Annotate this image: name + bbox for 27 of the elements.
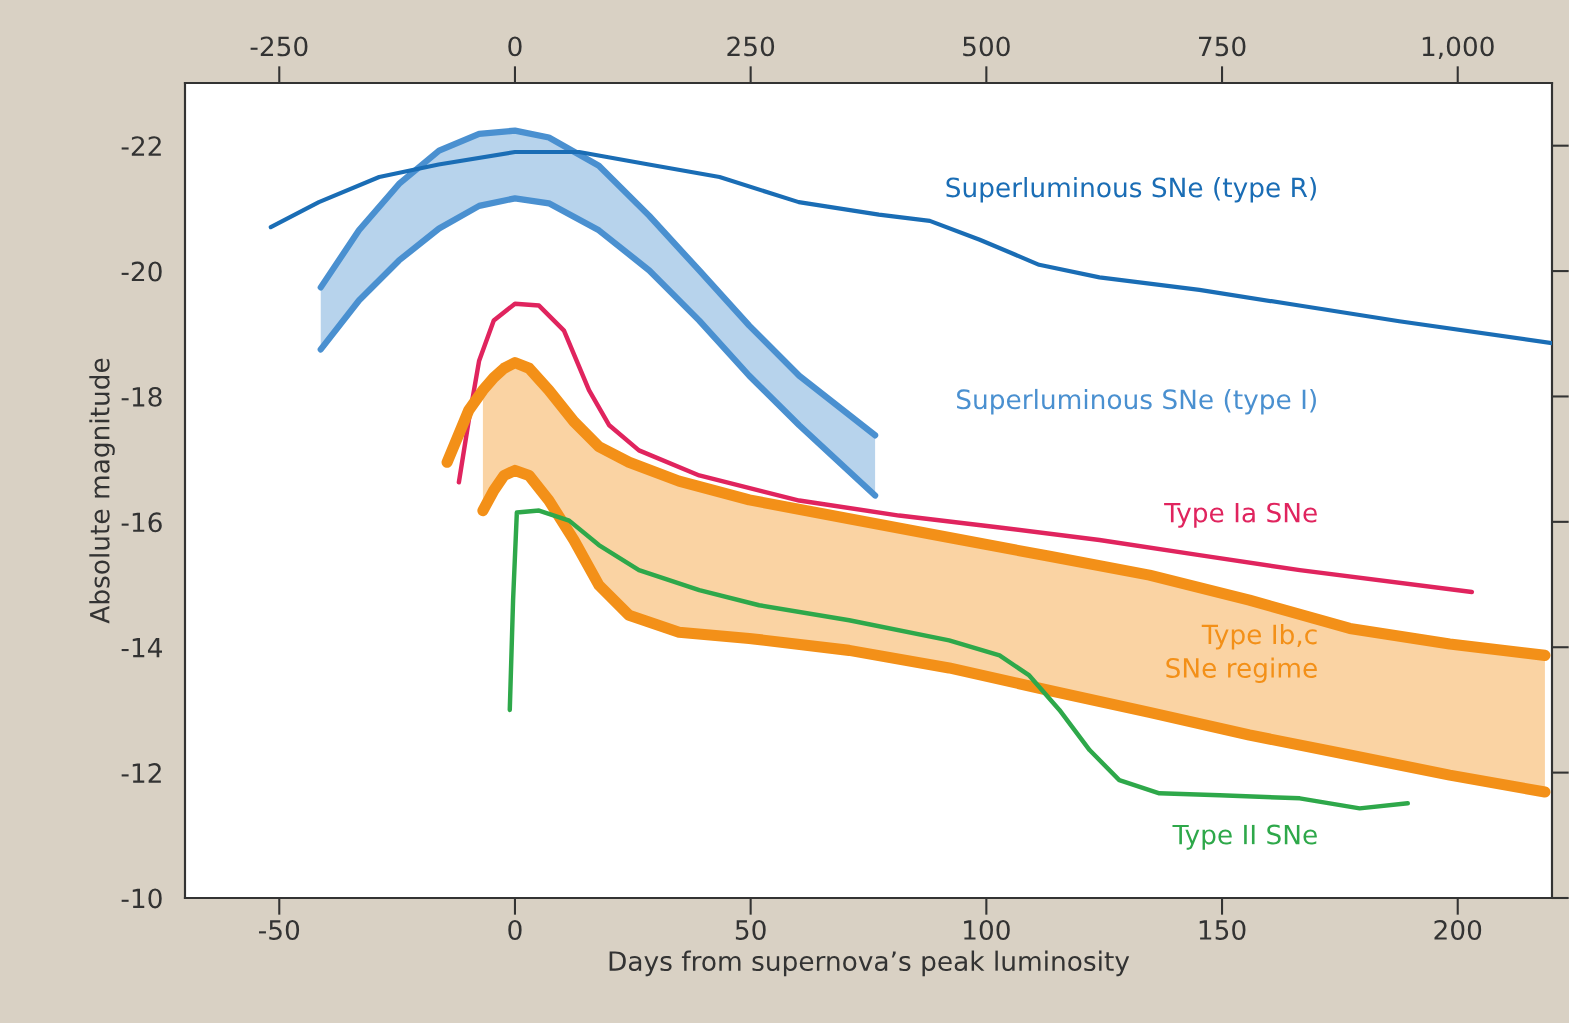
y-tick-label: -18 [121, 386, 162, 407]
y-tick-label: -22 [121, 136, 161, 156]
line-series [456, 301, 1475, 595]
x-tick-label: 50 [735, 919, 766, 940]
x2-tick-label: 0 [508, 36, 522, 57]
series-label: Type Ia SNe [1164, 502, 1317, 528]
y-tick-label: -12 [121, 763, 161, 783]
series-label: Type Ib,c SNe regime [1166, 623, 1317, 684]
y-tick-label: -20 [121, 261, 162, 282]
series-label: Superluminous SNe (type R) [946, 177, 1316, 203]
y-axis-title: Absolute magnitude [89, 358, 115, 624]
x2-tick-label: 1,000 [1422, 36, 1494, 60]
x2-tick-label: 250 [727, 36, 775, 57]
x-axis-title: Days from supernova’s peak luminosity [609, 950, 1130, 977]
x-tick-label: -50 [259, 919, 300, 940]
text: Superluminous SNe (type I) [957, 388, 1316, 415]
x-tick-label: 100 [964, 919, 1010, 940]
x-tick-label: 150 [1199, 919, 1246, 940]
x-tick-label: 200 [1434, 919, 1482, 940]
y-tick-label: -16 [121, 512, 162, 533]
y-tick-label: -10 [121, 888, 162, 909]
series-label: Type II SNe [1172, 824, 1317, 850]
x2-tick-label: -250 [250, 36, 308, 57]
x2-tick-label: 750 [1199, 36, 1246, 57]
x-tick-label: 0 [508, 919, 522, 940]
x2-tick-label: 500 [963, 36, 1010, 57]
y-tick-label: -14 [121, 638, 162, 658]
